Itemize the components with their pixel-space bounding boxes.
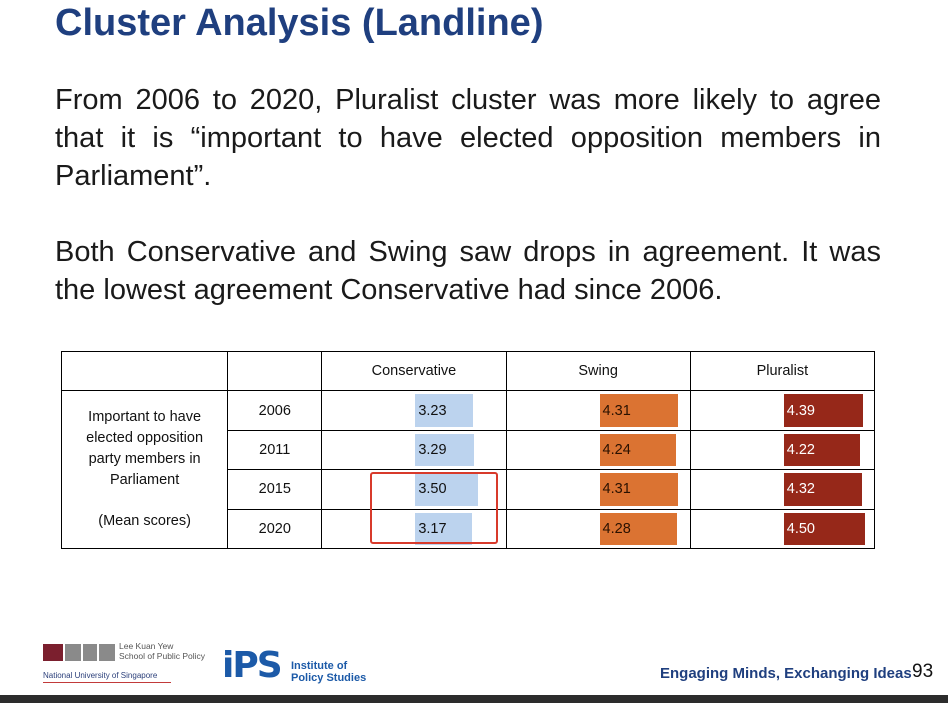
conservative-bar	[415, 394, 474, 427]
ips-logo: iPS	[222, 645, 283, 686]
swing-cell: 4.28	[505, 508, 691, 550]
slide-title: Cluster Analysis (Landline)	[55, 2, 544, 44]
table-row: 2015 3.50 4.31 4.32	[62, 469, 876, 510]
bottom-bar	[0, 695, 948, 703]
pluralist-cell: 4.39	[689, 390, 876, 431]
row-label-line: party members in	[88, 451, 201, 468]
swing-value: 4.24	[602, 441, 631, 458]
header-pluralist: Pluralist	[689, 350, 876, 392]
row-label-line: Important to have	[88, 409, 202, 426]
conservative-bar	[415, 473, 479, 506]
year-cell: 2011	[227, 429, 323, 471]
pluralist-value: 4.39	[786, 402, 815, 419]
swing-bar	[599, 394, 678, 427]
pluralist-bar	[783, 473, 862, 506]
pluralist-bar	[783, 394, 863, 427]
ips-name: Institute of Policy Studies	[291, 660, 366, 684]
pluralist-bar	[783, 512, 865, 545]
conservative-bar	[415, 433, 475, 467]
year-cell: 2006	[227, 390, 323, 431]
year-cell: 2015	[227, 469, 323, 510]
table-row: 2011 3.29 4.24 4.22	[62, 429, 876, 471]
lky-name-line: School of Public Policy	[119, 651, 205, 661]
table-row: Important to have elected opposition par…	[60, 390, 876, 549]
nus-name: National University of Singapore	[43, 671, 158, 680]
lky-school-name: Lee Kuan Yew School of Public Policy	[119, 641, 205, 661]
swing-cell: 4.24	[505, 429, 691, 471]
conservative-value: 3.23	[418, 402, 447, 419]
swing-cell: 4.31	[505, 390, 691, 431]
row-label-note: (Mean scores)	[98, 513, 191, 530]
year-cell: 2020	[227, 508, 323, 550]
row-label: Important to have elected opposition par…	[60, 390, 229, 549]
swing-cell: 4.31	[505, 469, 691, 510]
ips-name-line: Institute of	[291, 660, 348, 672]
pluralist-bar	[783, 433, 860, 467]
swing-bar	[599, 473, 678, 506]
row-label-line: Parliament	[109, 472, 180, 489]
header-swing: Swing	[505, 350, 691, 392]
header-empty-year	[227, 350, 323, 392]
pluralist-cell: 4.32	[689, 469, 876, 510]
page-number: 93	[912, 661, 934, 682]
table-header-row: Conservative Swing Pluralist	[60, 350, 876, 392]
pluralist-cell: 4.50	[689, 508, 876, 550]
pluralist-value: 4.22	[786, 441, 815, 458]
conservative-bar	[415, 512, 473, 545]
pluralist-value: 4.50	[786, 520, 815, 537]
highlight-box	[370, 472, 498, 544]
header-conservative: Conservative	[321, 350, 507, 392]
conservative-value: 3.50	[418, 481, 447, 498]
nus-underline	[43, 682, 171, 683]
conservative-cell: 3.50	[321, 469, 507, 510]
paragraph-pluralist: From 2006 to 2020, Pluralist cluster was…	[55, 84, 881, 192]
paragraph-conservative-swing: Both Conservative and Swing saw drops in…	[55, 236, 881, 306]
swing-value: 4.31	[602, 481, 631, 498]
conservative-cell: 3.29	[321, 429, 507, 471]
pluralist-value: 4.32	[786, 481, 815, 498]
header-empty-label	[60, 350, 229, 392]
footer-tagline: Engaging Minds, Exchanging Ideas	[660, 665, 912, 682]
lky-name-line: Lee Kuan Yew	[119, 641, 174, 651]
lky-logo-icon	[43, 644, 115, 661]
swing-bar	[599, 512, 677, 545]
conservative-cell: 3.23	[321, 390, 507, 431]
ips-name-line: Policy Studies	[291, 672, 367, 684]
conservative-value: 3.17	[418, 520, 447, 537]
swing-value: 4.31	[602, 402, 631, 419]
pluralist-cell: 4.22	[689, 429, 876, 471]
row-label-line: elected opposition	[86, 430, 204, 447]
swing-bar	[599, 433, 676, 467]
swing-value: 4.28	[602, 520, 631, 537]
conservative-value: 3.29	[418, 441, 447, 458]
